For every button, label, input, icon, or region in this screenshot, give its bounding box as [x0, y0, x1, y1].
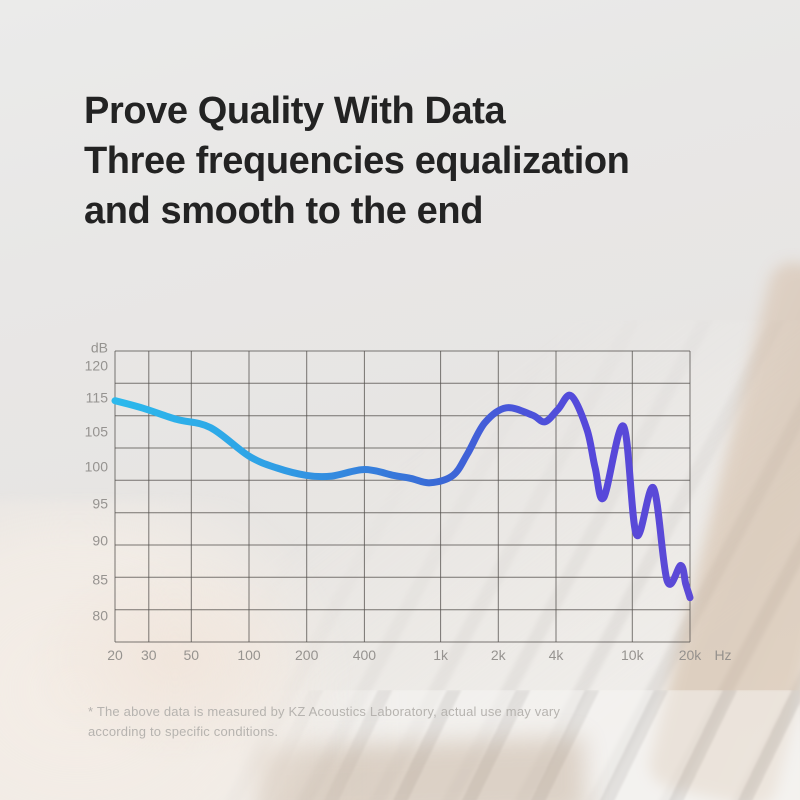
- page-title-line-2: Three frequencies equalization: [84, 140, 630, 182]
- svg-text:4k: 4k: [549, 647, 565, 663]
- disclaimer-line-2: according to specific conditions.: [88, 724, 279, 739]
- svg-text:85: 85: [92, 572, 108, 588]
- svg-text:105: 105: [85, 424, 109, 440]
- page-title-line-3: and smooth to the end: [84, 190, 484, 232]
- svg-text:10k: 10k: [621, 647, 645, 663]
- disclaimer-footnote: * The above data is measured by KZ Acous…: [88, 702, 560, 742]
- svg-text:90: 90: [92, 533, 108, 549]
- svg-text:100: 100: [85, 459, 109, 475]
- svg-text:1k: 1k: [433, 647, 449, 663]
- svg-text:dB: dB: [91, 340, 108, 356]
- page-title: Prove Quality With Data Three frequencie…: [84, 86, 630, 236]
- svg-text:100: 100: [237, 647, 261, 663]
- svg-text:20: 20: [107, 647, 123, 663]
- svg-text:30: 30: [141, 647, 157, 663]
- svg-text:115: 115: [86, 390, 109, 406]
- page-title-line-1: Prove Quality With Data: [84, 90, 506, 132]
- y-axis-labels: dB 120 115 105 100 95 90 85 80: [85, 340, 109, 624]
- hand-photo-highlight: [30, 560, 320, 760]
- svg-text:Hz: Hz: [714, 647, 731, 663]
- svg-text:20k: 20k: [679, 647, 703, 663]
- frequency-response-curve: [111, 391, 694, 602]
- svg-text:400: 400: [353, 647, 377, 663]
- svg-text:120: 120: [85, 358, 109, 374]
- disclaimer-line-1: * The above data is measured by KZ Acous…: [88, 704, 561, 719]
- x-axis-labels: 20 30 50 100 200 400 1k 2k 4k 10k 20k Hz: [107, 647, 731, 663]
- svg-text:50: 50: [184, 647, 200, 663]
- svg-text:2k: 2k: [491, 647, 507, 663]
- svg-text:80: 80: [92, 608, 108, 624]
- svg-text:95: 95: [92, 496, 108, 512]
- svg-text:200: 200: [295, 647, 319, 663]
